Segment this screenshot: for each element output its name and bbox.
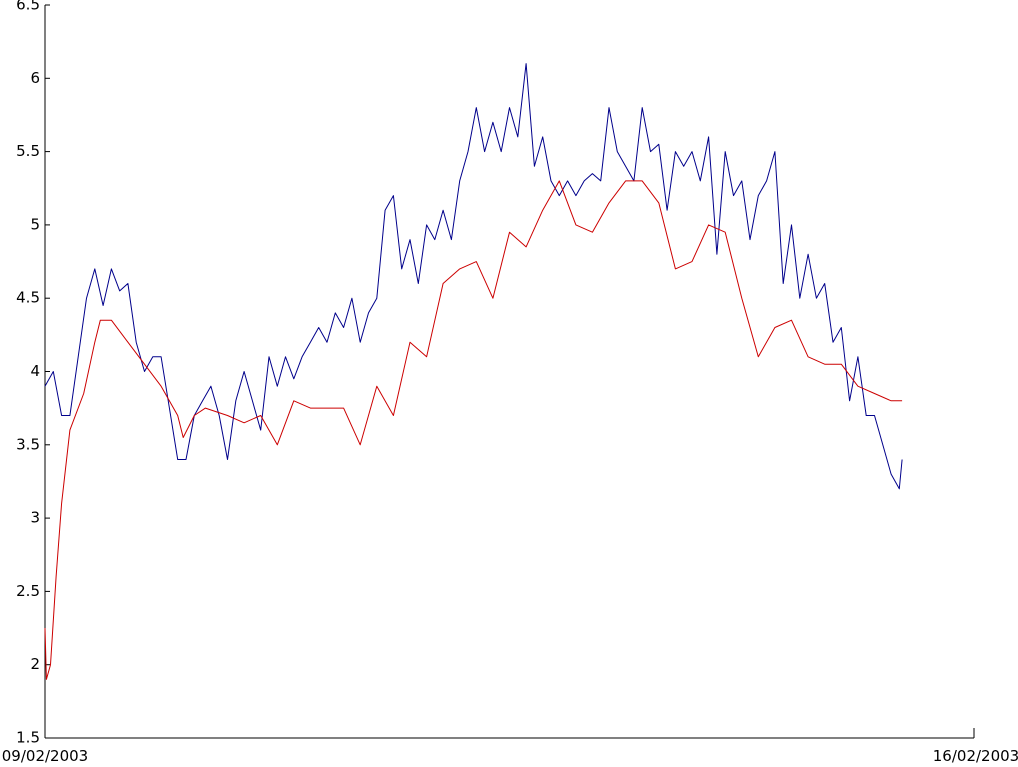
y-tick-label: 5.5	[16, 142, 40, 160]
x-axis-ticks: 09/02/2003 16/02/2003	[2, 728, 1018, 765]
y-tick-label: 4	[30, 362, 40, 380]
y-tick-label: 3.5	[16, 435, 40, 453]
series-group	[44, 63, 903, 680]
plot-area	[44, 5, 974, 739]
y-tick-label: 6.5	[16, 0, 40, 14]
y-tick-label: 5	[30, 215, 40, 233]
y-tick-label: 2	[30, 655, 40, 673]
series-line-2	[44, 180, 903, 680]
y-tick-label: 6	[30, 69, 40, 87]
y-tick-label: 4.5	[16, 289, 40, 307]
series-line-1	[44, 63, 903, 490]
x-tick-label: 09/02/2003	[2, 747, 88, 765]
y-axis-ticks: 1.5 2 2.5 3 3.5 4 4.5 5 5.5 6 6.5	[16, 0, 50, 747]
y-tick-label: 1.5	[16, 729, 40, 747]
x-tick-label: 16/02/2003	[933, 747, 1018, 765]
y-tick-label: 3	[30, 509, 40, 527]
y-tick-label: 2.5	[16, 582, 40, 600]
